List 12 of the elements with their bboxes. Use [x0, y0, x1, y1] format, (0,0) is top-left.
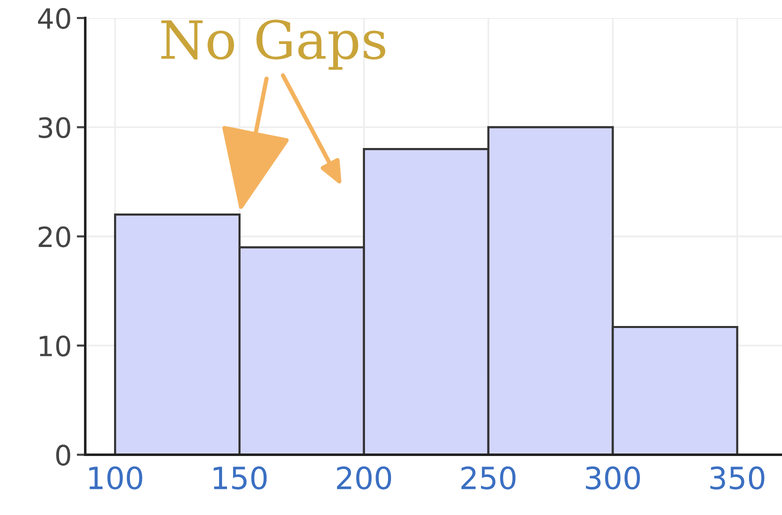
x-tick-label: 200 [337, 466, 392, 490]
x-tick-label: 150 [214, 466, 267, 490]
x-tick-label: 250 [461, 466, 516, 490]
y-tick-label: 30 [38, 117, 70, 138]
y-tick-label: 40 [38, 8, 70, 29]
annotation: No Gaps [161, 20, 386, 70]
y-tick-label: 10 [40, 336, 70, 357]
x-tick-label: 350 [710, 466, 764, 490]
y-tick-label: 0 [56, 444, 70, 466]
x-tick-label: 100 [89, 466, 142, 490]
x-tick-label: 300 [586, 466, 640, 490]
y-tick-label: 20 [38, 226, 70, 248]
